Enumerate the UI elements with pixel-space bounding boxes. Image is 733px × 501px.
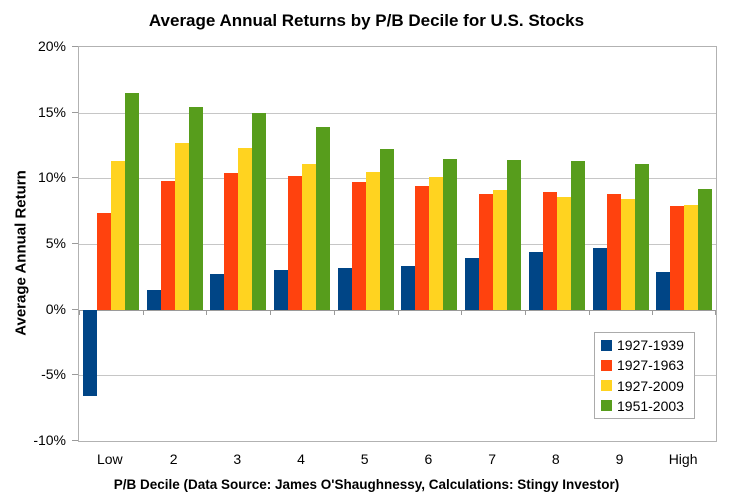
- bar: [634, 163, 649, 310]
- bar: [592, 247, 607, 310]
- bar: [606, 194, 621, 310]
- bar: [188, 107, 203, 310]
- y-tick-mark: [72, 112, 78, 113]
- x-category-label: 4: [297, 451, 305, 467]
- gridline: [79, 178, 716, 180]
- bar: [302, 163, 316, 310]
- plot-area: [78, 46, 717, 442]
- x-category-label: 6: [424, 451, 433, 467]
- bar: [110, 161, 125, 310]
- y-tick-label: 5%: [45, 235, 66, 251]
- bar: [124, 93, 139, 310]
- bar: [274, 270, 288, 310]
- bar: [443, 158, 458, 310]
- legend-label: 1927-1963: [617, 357, 684, 374]
- bar: [698, 188, 713, 310]
- y-tick-label: 10%: [37, 169, 66, 186]
- legend-row: 1927-2009: [595, 376, 694, 396]
- y-tick-label: -5%: [41, 366, 66, 383]
- bar: [507, 159, 522, 310]
- legend-row: 1951-2003: [595, 396, 694, 416]
- bar: [670, 205, 685, 310]
- bar: [556, 196, 571, 310]
- y-tick-mark: [72, 440, 78, 441]
- x-tick-mark: [652, 309, 653, 315]
- x-category-label: 8: [551, 451, 560, 467]
- legend: 1927-1939 1927-1963 1927-2009 1951-2003: [594, 332, 695, 419]
- bar: [288, 175, 302, 310]
- zero-axis-line: [79, 309, 716, 311]
- x-tick-mark: [270, 309, 271, 315]
- bar: [415, 186, 430, 310]
- legend-row: 1927-1963: [595, 355, 694, 375]
- x-tick-mark: [715, 309, 716, 315]
- bar: [542, 191, 557, 310]
- legend-swatch-icon: [601, 380, 612, 392]
- bar: [146, 290, 161, 310]
- x-tick-mark: [334, 309, 335, 315]
- bar: [210, 274, 225, 310]
- x-tick-mark: [461, 309, 462, 315]
- bar: [656, 271, 671, 310]
- bar: [351, 182, 366, 310]
- bar: [316, 127, 330, 310]
- x-category-label: High: [668, 451, 698, 467]
- legend-swatch-icon: [601, 339, 612, 351]
- x-tick-mark: [143, 309, 144, 315]
- x-category-label: Low: [96, 451, 123, 467]
- gridline: [79, 375, 716, 377]
- legend-label: 1927-1939: [617, 337, 684, 354]
- legend-swatch-icon: [601, 400, 612, 412]
- bar: [570, 161, 585, 310]
- y-tick-mark: [72, 46, 78, 47]
- legend-label: 1927-2009: [617, 377, 684, 394]
- gridline: [79, 112, 716, 114]
- legend-swatch-icon: [601, 359, 612, 371]
- legend-row: 1927-1939: [595, 335, 694, 355]
- y-tick-label: 20%: [37, 38, 66, 54]
- legend-label: 1951-2003: [617, 397, 684, 414]
- bar: [82, 309, 97, 397]
- chart-title: Average Annual Returns by P/B Decile for…: [148, 11, 585, 30]
- gridline: [79, 244, 716, 245]
- x-category-label: 2: [169, 451, 178, 467]
- bar: [429, 177, 444, 310]
- x-tick-mark: [589, 309, 590, 315]
- x-tick-mark: [206, 309, 207, 315]
- y-tick-label: 15%: [37, 103, 66, 120]
- y-tick-mark: [72, 309, 78, 310]
- bar: [365, 171, 380, 310]
- bar: [401, 266, 416, 310]
- bar: [160, 181, 175, 310]
- bar: [174, 142, 189, 310]
- y-tick-label: 0%: [45, 300, 66, 317]
- bar: [337, 267, 352, 310]
- y-tick-mark: [72, 177, 78, 178]
- bar: [465, 258, 480, 310]
- bar: [224, 173, 239, 310]
- y-tick-label: -10%: [33, 432, 66, 448]
- y-tick-mark: [72, 243, 78, 244]
- bar: [479, 194, 494, 310]
- x-axis-title: P/B Decile (Data Source: James O'Shaughn…: [113, 477, 620, 492]
- bar: [252, 112, 267, 310]
- bar: [379, 149, 394, 310]
- x-tick-mark: [79, 309, 80, 315]
- bar: [620, 199, 635, 310]
- x-category-label: 3: [233, 451, 242, 467]
- x-category-label: 5: [360, 451, 369, 467]
- x-category-label: 9: [615, 451, 624, 467]
- bar: [493, 190, 508, 310]
- x-tick-mark: [398, 309, 399, 315]
- y-tick-mark: [72, 374, 78, 375]
- bar: [96, 212, 111, 310]
- x-category-label: 7: [488, 451, 496, 467]
- x-tick-mark: [525, 309, 526, 315]
- bar: [684, 204, 699, 310]
- bar: [238, 148, 253, 310]
- bar: [528, 251, 543, 310]
